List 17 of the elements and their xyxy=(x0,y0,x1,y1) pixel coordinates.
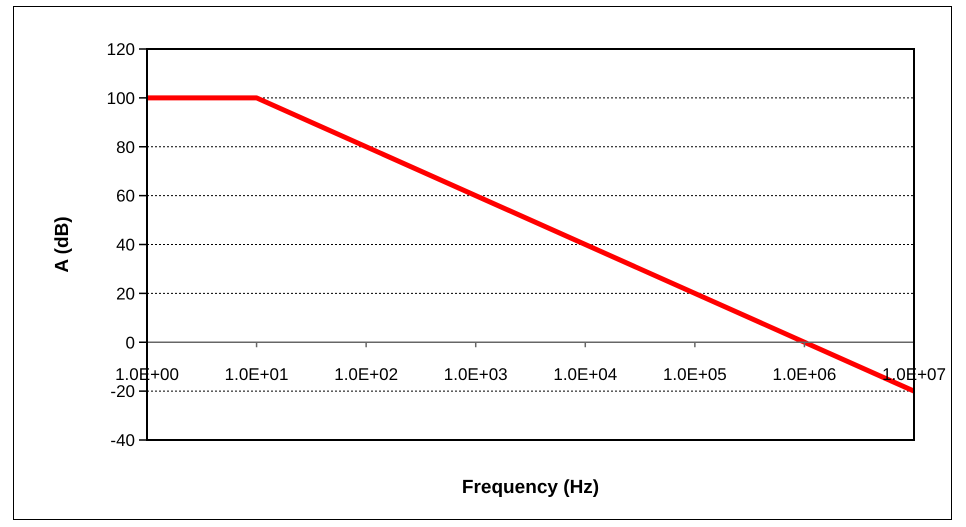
y-tick-label: 100 xyxy=(106,88,135,108)
y-tick-label: 20 xyxy=(116,284,135,304)
x-tick-label: 1.0E+05 xyxy=(662,364,727,384)
x-tick-label: 1.0E+04 xyxy=(553,364,618,384)
y-tick-label: -40 xyxy=(110,431,135,450)
y-tick-label: -20 xyxy=(110,382,135,402)
y-tick-label: 60 xyxy=(116,186,135,206)
x-tick-label: 1.0E+06 xyxy=(772,364,836,384)
x-tick-label: 1.0E+02 xyxy=(334,364,398,384)
y-axis-title: A (dB) xyxy=(52,216,72,273)
y-tick-label: 40 xyxy=(116,236,135,255)
y-tick-label: 0 xyxy=(126,333,135,352)
x-tick-label: 1.0E+03 xyxy=(444,364,508,384)
x-tick-label: 1.0E+01 xyxy=(224,364,288,384)
x-axis-title: Frequency (Hz) xyxy=(462,476,600,498)
y-tick-label: 80 xyxy=(116,138,135,157)
y-tick-label: 120 xyxy=(106,40,135,60)
